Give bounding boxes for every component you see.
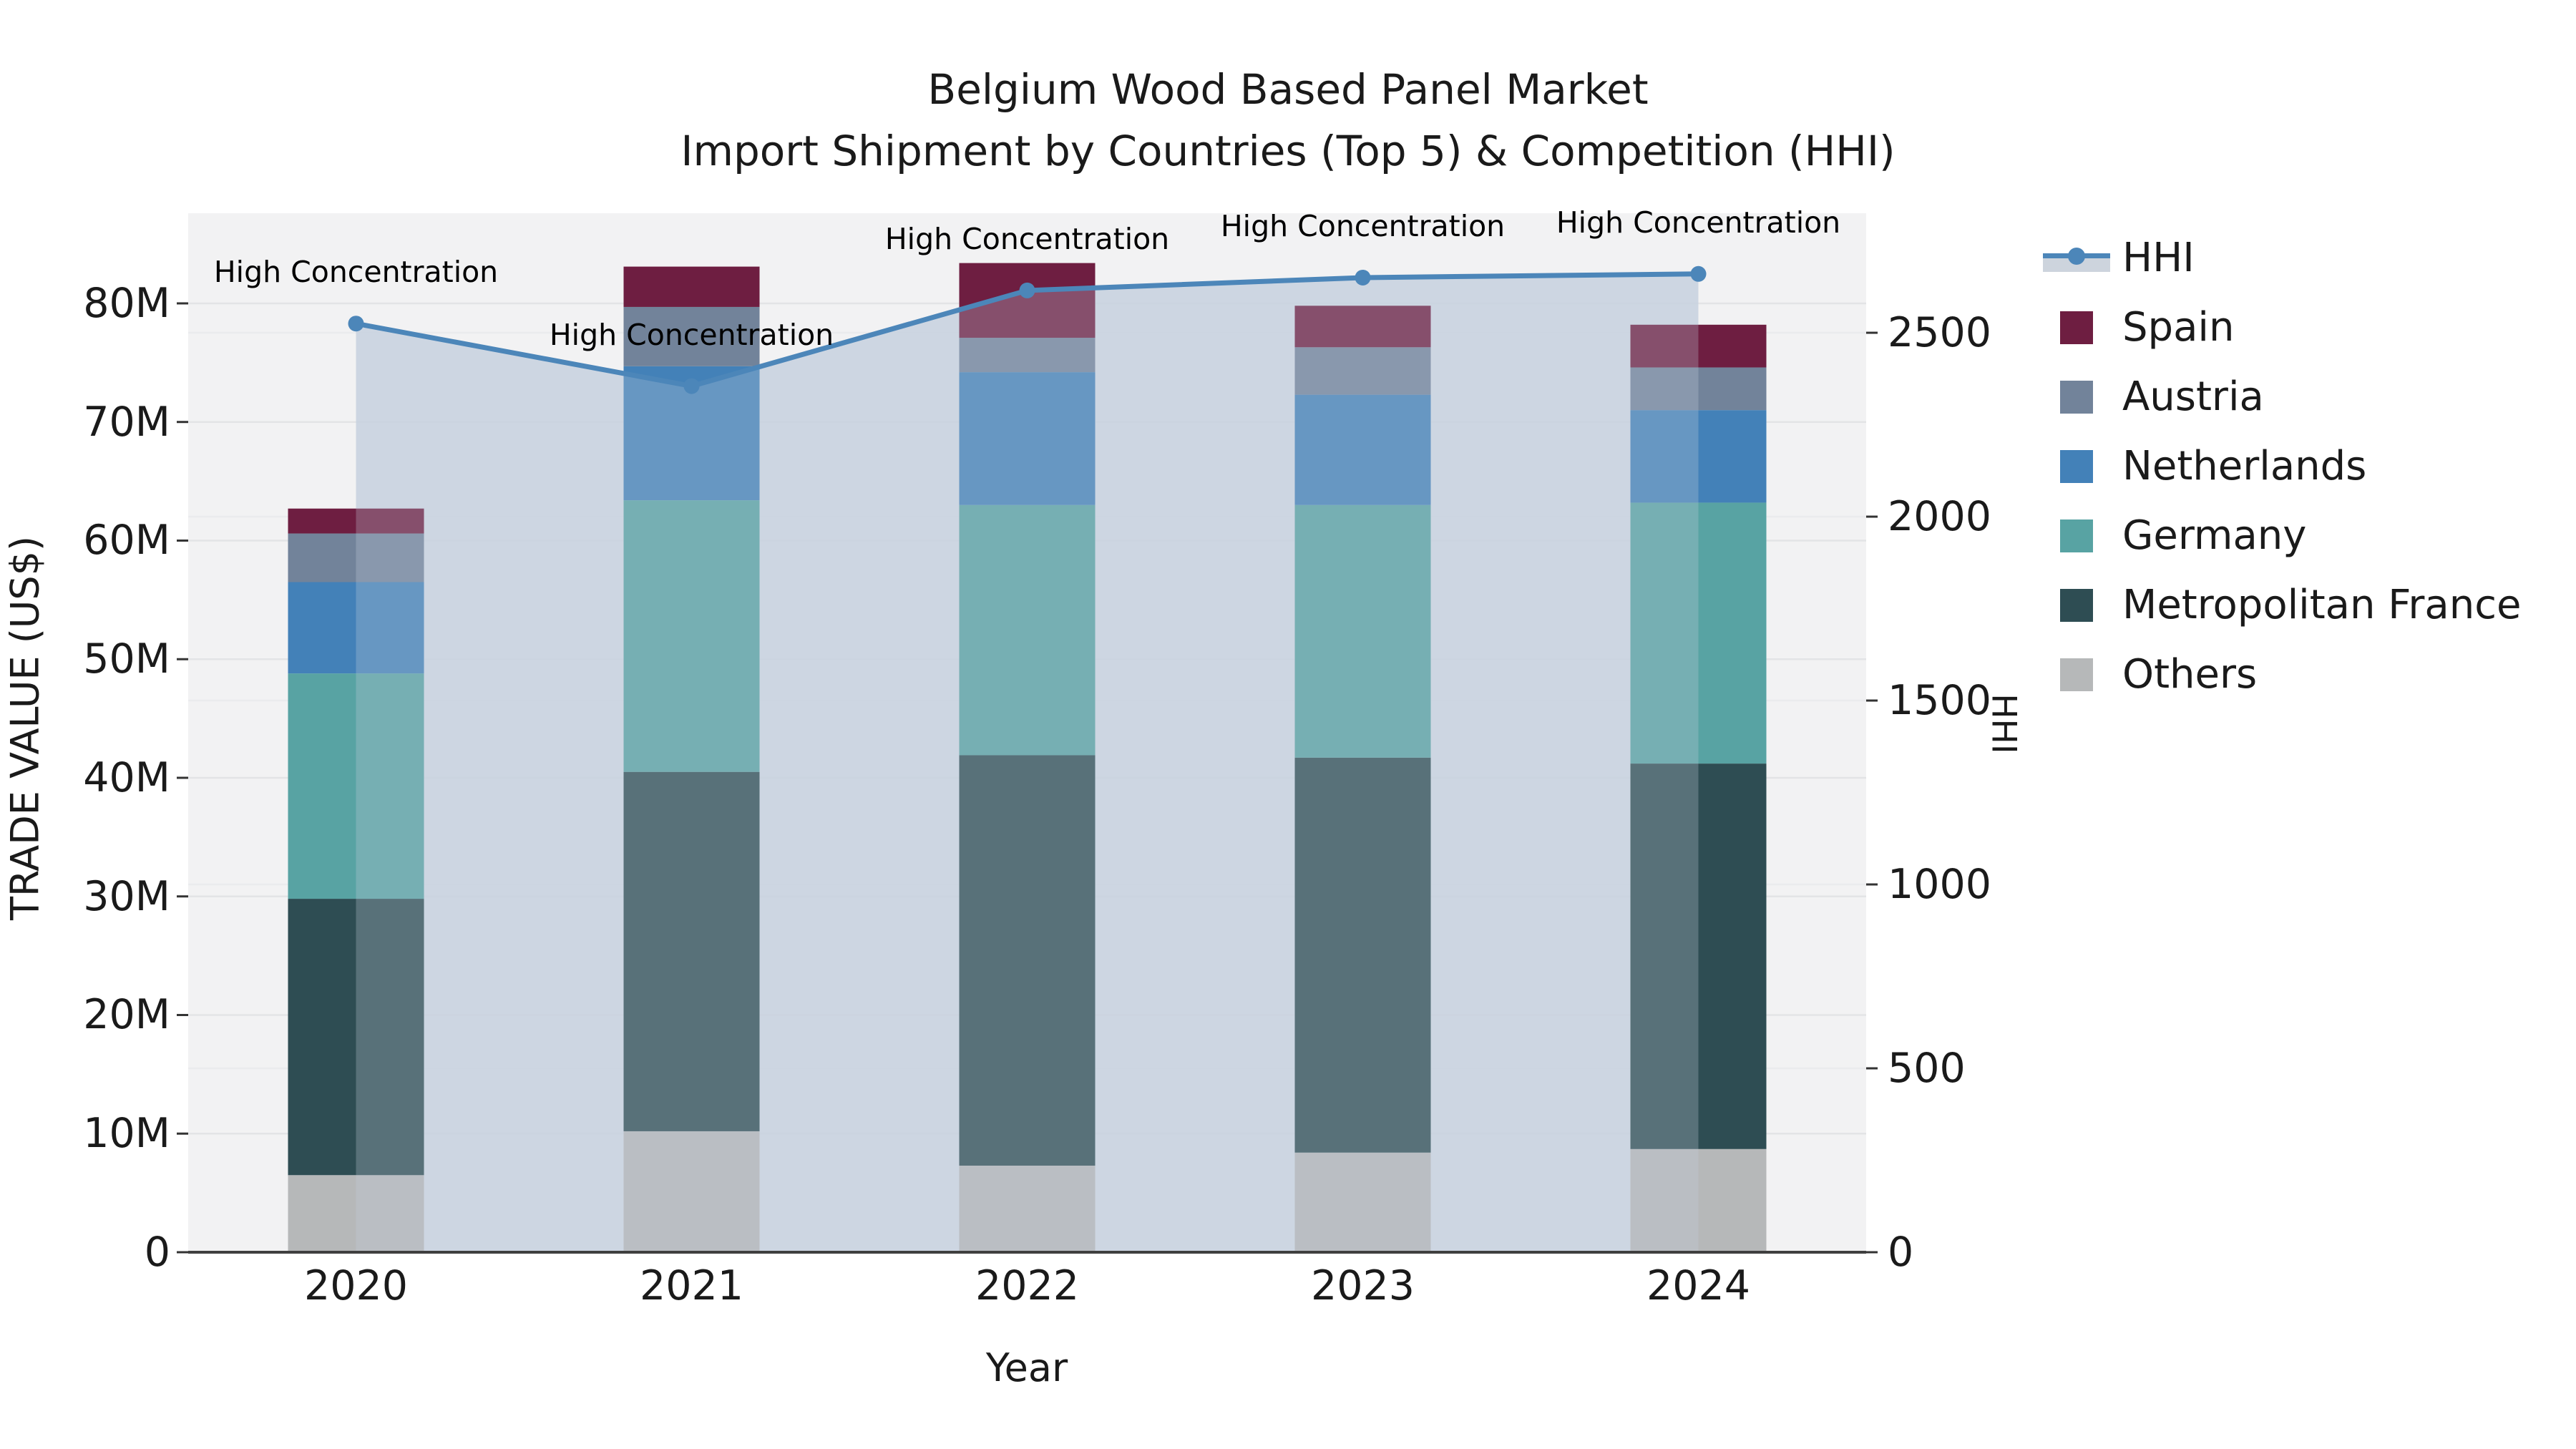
annotation-high-concentration-2023: High Concentration: [1220, 208, 1506, 243]
y-right-tick-label-1500: 1500: [1888, 677, 1992, 725]
bar-segment-metropolitan-france-2024: [1630, 763, 1767, 1149]
x-tick-label-2023: 2023: [1310, 1262, 1415, 1309]
bar-segment-austria-2022: [959, 338, 1096, 373]
y-right-tick-label-2500: 2500: [1888, 309, 1992, 357]
legend-color-swatch: [2042, 588, 2111, 622]
y-left-tick-label-30M: 30M: [83, 872, 170, 920]
y-left-tick-label-60M: 60M: [83, 517, 170, 565]
bar-segment-netherlands-2020: [288, 582, 424, 674]
bar-segment-others-2022: [959, 1166, 1096, 1252]
y-axis-left-title: TRADE VALUE (US$): [2, 535, 48, 921]
legend-label-netherlands: Netherlands: [2122, 443, 2367, 489]
annotation-high-concentration-2020: High Concentration: [213, 255, 499, 290]
hhi-marker-2020: [348, 316, 364, 332]
legend-item-hhi: HHI: [2042, 223, 2521, 293]
y-left-tick-label-80M: 80M: [83, 279, 170, 327]
y-right-tick-label-0: 0: [1888, 1229, 1914, 1276]
bar-segment-germany-2022: [959, 504, 1096, 756]
x-axis-title: Year: [985, 1345, 1068, 1390]
chart-title-line-2: Import Shipment by Countries (Top 5) & C…: [680, 127, 1896, 175]
annotation-high-concentration-2024: High Concentration: [1556, 205, 1841, 240]
legend-item-metropolitan-france: Metropolitan France: [2042, 570, 2521, 640]
legend-label-others: Others: [2122, 651, 2258, 698]
bar-segment-austria-2024: [1630, 367, 1767, 411]
bar-segment-germany-2024: [1630, 502, 1767, 764]
chart-title-line-1: Belgium Wood Based Panel Market: [927, 65, 1649, 114]
y-left-tick-label-20M: 20M: [83, 991, 170, 1039]
legend-label-metropolitan-france: Metropolitan France: [2122, 582, 2522, 628]
x-tick-label-2020: 2020: [303, 1262, 409, 1309]
bar-segment-metropolitan-france-2023: [1294, 757, 1431, 1153]
bar-segment-spain-2020: [288, 508, 424, 534]
legend: HHI Spain Austria Netherlands Germany Metropo…: [2042, 223, 2521, 709]
legend-label-spain: Spain: [2122, 304, 2235, 351]
legend-label-hhi: HHI: [2122, 235, 2195, 281]
bar-segment-netherlands-2024: [1630, 410, 1767, 503]
legend-color-swatch: [2042, 449, 2111, 483]
bar-segment-austria-2020: [288, 533, 424, 582]
bar-segment-austria-2023: [1294, 347, 1431, 395]
y-axis-right-title: HHI: [1984, 693, 2024, 754]
legend-item-germany: Germany: [2042, 501, 2521, 570]
annotation-high-concentration-2022: High Concentration: [884, 221, 1170, 256]
y-left-tick-label-50M: 50M: [83, 635, 170, 683]
bar-segment-spain-2021: [623, 266, 760, 307]
legend-color-swatch: [2042, 658, 2111, 691]
bar-segment-others-2023: [1294, 1152, 1431, 1252]
hhi-marker-2022: [1019, 282, 1035, 298]
annotation-high-concentration-2021: High Concentration: [549, 317, 834, 352]
bar-segment-others-2021: [623, 1131, 760, 1252]
bar-segment-germany-2021: [623, 500, 760, 772]
bar-segment-germany-2020: [288, 673, 424, 899]
bar-segment-metropolitan-france-2020: [288, 899, 424, 1176]
hhi-marker-2024: [1690, 265, 1707, 282]
y-right-tick-label-2000: 2000: [1888, 493, 1992, 541]
bar-segment-austria-2021: [623, 306, 760, 366]
bar-segment-spain-2023: [1294, 306, 1431, 348]
legend-item-austria: Austria: [2042, 362, 2521, 431]
bar-segment-metropolitan-france-2021: [623, 771, 760, 1131]
legend-label-austria: Austria: [2122, 374, 2264, 420]
x-tick-label-2021: 2021: [639, 1262, 744, 1309]
legend-item-others: Others: [2042, 640, 2521, 709]
legend-label-germany: Germany: [2122, 512, 2307, 559]
legend-item-spain: Spain: [2042, 293, 2521, 362]
bar-segment-others-2020: [288, 1175, 424, 1252]
bar-segment-others-2024: [1630, 1148, 1767, 1252]
legend-item-netherlands: Netherlands: [2042, 431, 2521, 501]
hhi-area-fill-front: [356, 273, 1699, 1252]
legend-color-swatch: [2042, 519, 2111, 552]
bar-segment-germany-2023: [1294, 504, 1431, 758]
bar-segment-spain-2024: [1630, 324, 1767, 368]
bar-segment-spain-2022: [959, 263, 1096, 338]
hhi-marker-2023: [1355, 269, 1371, 286]
bar-segment-netherlands-2023: [1294, 394, 1431, 505]
legend-color-swatch: [2042, 311, 2111, 344]
legend-line-sample: [2042, 241, 2111, 275]
y-left-tick-label-10M: 10M: [83, 1110, 170, 1158]
bar-segment-metropolitan-france-2022: [959, 755, 1096, 1166]
legend-color-swatch: [2042, 380, 2111, 414]
y-left-tick-label-70M: 70M: [83, 398, 170, 446]
hhi-marker-2021: [683, 378, 700, 394]
y-right-tick-label-1000: 1000: [1888, 861, 1992, 909]
y-left-tick-label-0: 0: [144, 1229, 170, 1276]
x-tick-label-2022: 2022: [975, 1262, 1080, 1309]
y-right-tick-label-500: 500: [1888, 1045, 1966, 1092]
x-tick-label-2024: 2024: [1646, 1262, 1751, 1309]
bar-segment-netherlands-2022: [959, 372, 1096, 505]
y-left-tick-label-40M: 40M: [83, 753, 170, 801]
